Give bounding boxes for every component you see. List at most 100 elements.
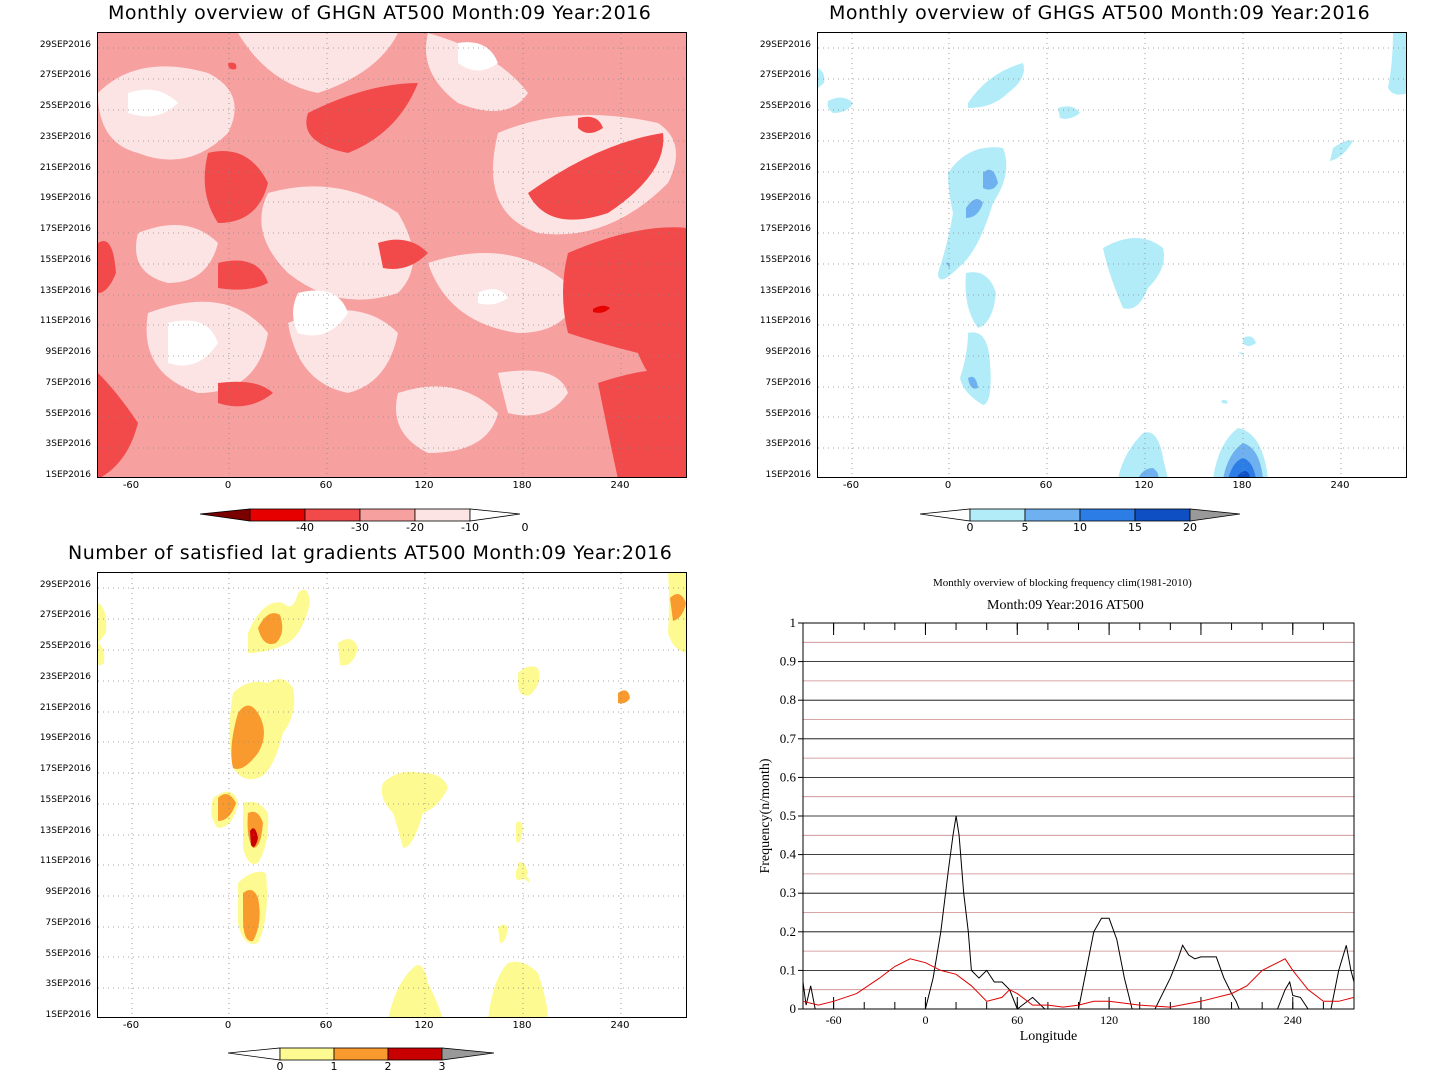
ghgn-colorbar <box>200 508 520 522</box>
lat-grad-colorbar-swatch <box>279 1047 335 1061</box>
ghgs-y-tick-label: 27SEP2016 <box>759 70 811 81</box>
lat-grad-colorbar-swatch <box>333 1047 389 1061</box>
lat-grad-y-tick-label: 13SEP2016 <box>39 825 91 836</box>
freq-x-tick-label: 180 <box>1192 1013 1210 1027</box>
ghgn-x-tick-label: 0 <box>224 480 232 491</box>
freq-y-tick-label: 0.9 <box>780 654 796 669</box>
ghgs-colorbar-swatch <box>1134 508 1191 522</box>
lat-grad-colorbar-label: 1 <box>330 1060 338 1073</box>
ghgn-y-tick-label: 29SEP2016 <box>39 39 91 50</box>
ghgs-x-tick-label: 120 <box>1134 480 1154 491</box>
ghgs-y-tick-label: 21SEP2016 <box>759 162 811 173</box>
ghgs-y-tick-label: 3SEP2016 <box>765 439 811 450</box>
ghgs-plot-area <box>817 32 1407 478</box>
lat-grad-colorbar-swatch <box>387 1047 443 1061</box>
lat-grad-plot-area <box>97 572 687 1018</box>
ghgs-title: Monthly overview of GHGS AT500 Month:09 … <box>829 2 1371 24</box>
ghgs-x-tick-label: -60 <box>842 480 860 491</box>
lat-grad-y-tick-label: 19SEP2016 <box>39 733 91 744</box>
ghgn-colorbar-label: 0 <box>521 521 529 534</box>
lat-grad-y-tick-label: 11SEP2016 <box>39 856 91 867</box>
lat-grad-y-tick-label: 29SEP2016 <box>39 579 91 590</box>
ghgn-title: Monthly overview of GHGN AT500 Month:09 … <box>108 2 652 24</box>
ghgs-contour-map <box>818 33 1406 477</box>
freq-x-tick-label: 120 <box>1100 1013 1118 1027</box>
ghgn-y-tick-label: 27SEP2016 <box>39 70 91 81</box>
ghgn-colorbar-label: -10 <box>461 521 479 534</box>
ghgs-y-tick-label: 29SEP2016 <box>759 39 811 50</box>
ghgn-y-tick-label: 5SEP2016 <box>45 408 91 419</box>
ghgs-colorbar <box>920 508 1240 522</box>
freq-y-tick-label: 0 <box>790 1001 797 1016</box>
ghgs-colorbar-label: 5 <box>1021 521 1029 534</box>
lat-grad-y-tick-label: 23SEP2016 <box>39 671 91 682</box>
ghgn-y-tick-label: 3SEP2016 <box>45 439 91 450</box>
lat-grad-title: Number of satisfied lat gradients AT500 … <box>68 542 673 564</box>
ghgs-y-tick-label: 17SEP2016 <box>759 224 811 234</box>
lat-grad-y-tick-label: 5SEP2016 <box>45 948 91 959</box>
freq-y-tick-label: 0.6 <box>780 769 797 784</box>
freq-x-axis-label: Longitude <box>1020 1029 1078 1044</box>
ghgn-colorbar-label: -40 <box>296 521 314 534</box>
freq-x-tick-label: 60 <box>1011 1013 1023 1027</box>
ghgn-colorbar-swatch <box>359 508 416 522</box>
ghgs-y-tick-label: 1SEP2016 <box>765 470 811 480</box>
ghgn-y-tick-label: 15SEP2016 <box>39 254 91 265</box>
freq-title: Monthly overview of blocking frequency c… <box>933 577 1192 589</box>
lat-grad-colorbar-left-arrow <box>228 1047 281 1061</box>
freq-line-chart: 0 0.1 0.2 0.3 0.4 0.5 0.6 0.7 0.8 0.9 1 -60 0 60 120 18… <box>758 615 1355 1044</box>
ghgs-colorbar-label: 10 <box>1073 521 1087 534</box>
freq-x-tick-label: 240 <box>1284 1013 1302 1027</box>
ghgn-y-tick-label: 7SEP2016 <box>45 377 91 388</box>
ghgn-colorbar-swatch <box>414 508 471 522</box>
ghgs-colorbar-swatch <box>1079 508 1136 522</box>
lat-grad-y-tick-label: 1SEP2016 <box>45 1010 91 1020</box>
lat-grad-colorbar-label: 0 <box>276 1060 284 1073</box>
freq-y-tick-label: 0.3 <box>780 885 796 900</box>
lat-grad-colorbar-label: 3 <box>438 1060 446 1073</box>
ghgn-y-tick-label: 13SEP2016 <box>39 285 91 296</box>
ghgn-x-tick-label: 180 <box>512 480 532 491</box>
freq-y-tick-label: 0.1 <box>780 962 796 977</box>
ghgs-colorbar-right-arrow <box>1189 508 1240 522</box>
ghgn-plot-area <box>97 32 687 478</box>
ghgn-y-tick-label: 17SEP2016 <box>39 224 91 234</box>
ghgs-y-tick-label: 5SEP2016 <box>765 408 811 419</box>
ghgn-y-tick-label: 11SEP2016 <box>39 316 91 327</box>
ghgn-colorbar-left-arrow <box>200 508 251 522</box>
freq-y-axis-label: Frequency(n/month) <box>758 758 773 873</box>
lat-grad-x-tick-label: 60 <box>319 1020 333 1031</box>
ghgs-colorbar-left-arrow <box>920 508 971 522</box>
lat-grad-y-tick-label: 21SEP2016 <box>39 702 91 713</box>
ghgs-colorbar-swatch <box>1024 508 1081 522</box>
ghgn-y-tick-label: 23SEP2016 <box>39 131 91 142</box>
ghgs-y-tick-label: 9SEP2016 <box>765 347 811 357</box>
freq-y-tick-label: 0.5 <box>780 808 796 823</box>
ghgn-y-tick-label: 9SEP2016 <box>45 347 91 357</box>
ghgs-x-tick-label: 240 <box>1330 480 1350 491</box>
ghgs-colorbar-label: 15 <box>1128 521 1142 534</box>
ghgn-y-tick-label: 19SEP2016 <box>39 193 91 204</box>
ghgs-y-tick-label: 23SEP2016 <box>759 131 811 142</box>
ghgn-colorbar-swatch <box>249 508 306 522</box>
freq-y-tick-label: 0.2 <box>780 924 796 939</box>
lat-grad-x-tick-label: 0 <box>224 1020 232 1031</box>
lat-grad-y-tick-label: 3SEP2016 <box>45 979 91 990</box>
freq-x-tick-label: -60 <box>826 1013 842 1027</box>
ghgs-y-tick-label: 11SEP2016 <box>759 316 811 327</box>
ghgn-x-tick-label: 120 <box>414 480 434 491</box>
ghgn-y-tick-label: 25SEP2016 <box>39 101 91 111</box>
freq-y-tick-label: 1 <box>790 615 797 630</box>
ghgs-x-tick-label: 60 <box>1039 480 1053 491</box>
freq-x-tick-label: 0 <box>922 1013 928 1027</box>
ghgn-x-tick-label: 60 <box>319 480 333 491</box>
freq-y-tick-label: 0.4 <box>780 847 797 862</box>
lat-grad-colorbar-label: 2 <box>384 1060 392 1073</box>
lat-grad-colorbar <box>228 1047 494 1061</box>
ghgs-y-tick-label: 25SEP2016 <box>759 101 811 111</box>
ghgs-x-tick-label: 180 <box>1232 480 1252 491</box>
ghgn-colorbar-label: -20 <box>406 521 424 534</box>
lat-grad-x-tick-label: -60 <box>122 1020 140 1031</box>
freq-climatology-line <box>802 958 1355 1008</box>
freq-y-tick-label: 0.8 <box>780 692 796 707</box>
